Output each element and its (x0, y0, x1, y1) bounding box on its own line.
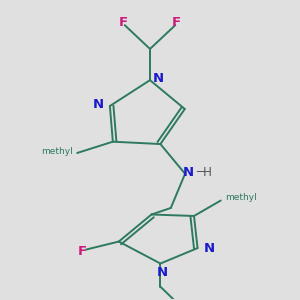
Text: N: N (156, 266, 167, 279)
Text: N: N (93, 98, 104, 111)
Text: N: N (182, 166, 194, 179)
Text: methyl: methyl (41, 147, 73, 156)
Text: F: F (78, 245, 87, 258)
Text: N: N (203, 242, 214, 255)
Text: F: F (172, 16, 181, 29)
Text: ─H: ─H (196, 166, 212, 179)
Text: F: F (119, 16, 128, 29)
Text: methyl: methyl (225, 193, 257, 202)
Text: N: N (153, 72, 164, 85)
